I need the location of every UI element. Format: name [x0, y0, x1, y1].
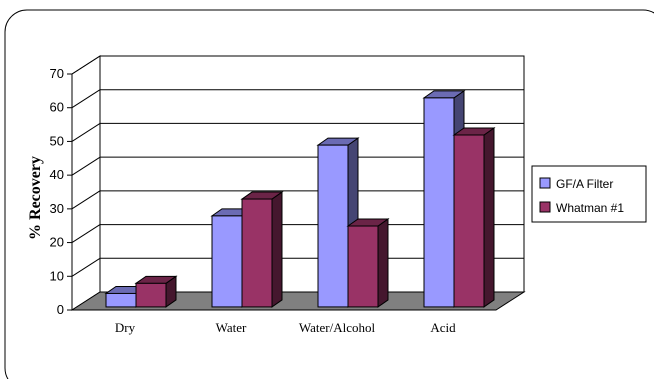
legend-box — [531, 165, 647, 223]
side-wall — [71, 55, 101, 311]
bar-water-2-side — [271, 191, 283, 308]
gridline-side — [71, 156, 101, 176]
gridline-side — [71, 190, 101, 210]
bar-water-alcohol-2-side — [377, 218, 389, 308]
legend-label: Whatman #1 — [556, 201, 624, 215]
y-tick-label: 40 — [50, 167, 64, 182]
gridline-side — [71, 224, 101, 243]
x-tick-label: Dry — [115, 320, 136, 335]
y-tick-label: 10 — [50, 268, 64, 283]
bar-dry-2 — [135, 282, 167, 308]
y-tick-label: 50 — [50, 133, 64, 148]
bar-water-alcohol-2 — [347, 225, 379, 308]
legend: GF/A Filter Whatman #1 — [531, 165, 647, 223]
gridline-side — [71, 55, 101, 75]
y-tick-label: 60 — [50, 100, 64, 115]
bar-acid-2 — [453, 134, 485, 308]
bar-water-1 — [211, 215, 243, 308]
y-tick-label: 0 — [57, 302, 64, 317]
x-tick-label: Water/Alcohol — [299, 320, 376, 335]
legend-label: GF/A Filter — [556, 177, 613, 191]
gridline-side — [71, 257, 101, 277]
bar-water-2 — [241, 198, 273, 308]
plot-area: 0 10 20 30 40 50 60 70 Dry Water Water/Alcohol Acid — [50, 55, 526, 335]
legend-swatch — [539, 201, 551, 213]
y-tick-label: 20 — [50, 235, 64, 250]
bar-water-alcohol-1 — [317, 144, 349, 308]
bar-acid-2-side — [483, 127, 495, 308]
gridline-side — [71, 89, 101, 109]
x-tick-label: Acid — [430, 320, 456, 335]
y-tick-label: 70 — [50, 66, 64, 81]
x-tick-label: Water — [216, 320, 247, 335]
y-tick-label: 30 — [50, 201, 64, 216]
bar-dry-1 — [105, 292, 137, 308]
gridline-side — [71, 123, 101, 142]
legend-swatch — [539, 177, 551, 189]
y-axis-label: % Recovery — [27, 156, 44, 240]
bar-acid-1 — [423, 97, 455, 308]
